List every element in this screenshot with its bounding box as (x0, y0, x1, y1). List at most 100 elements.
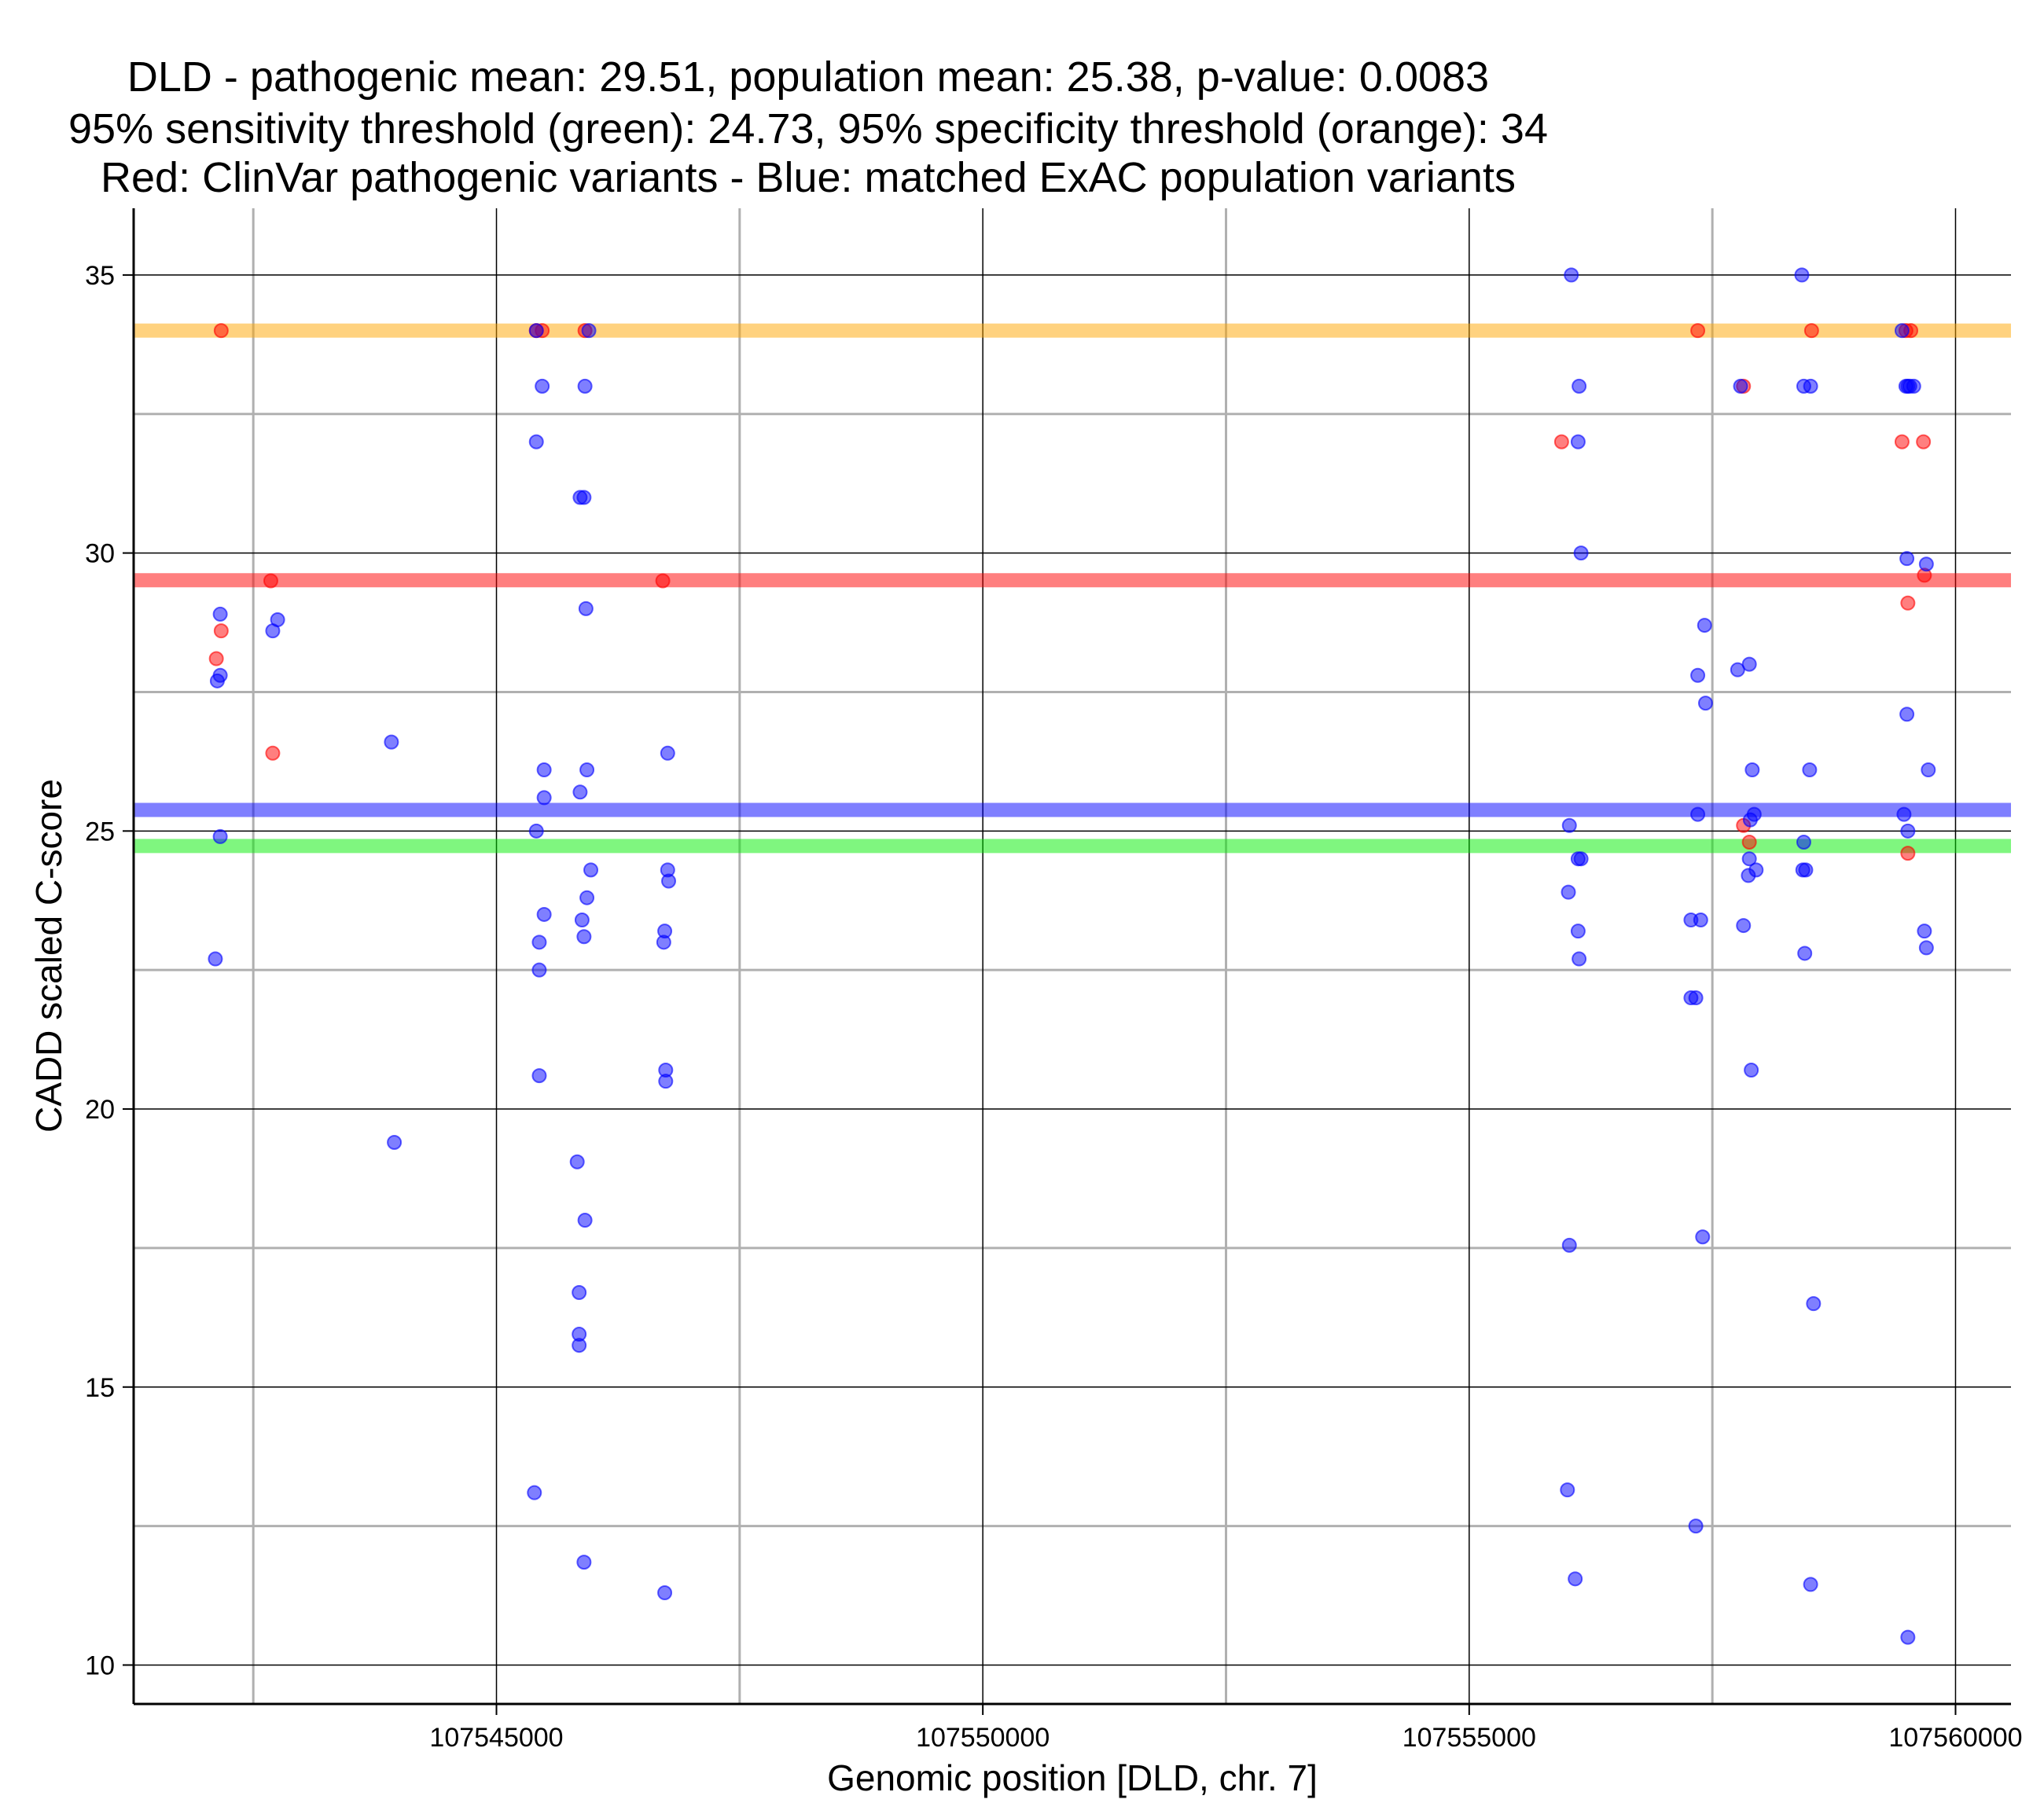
scatter-point (1736, 918, 1752, 934)
y-tick-label: 10 (85, 1651, 115, 1680)
scatter-point (579, 762, 595, 778)
scatter-point (1564, 267, 1579, 283)
scatter-point (536, 906, 552, 922)
scatter-point (1916, 434, 1932, 450)
scatter-point (1733, 378, 1748, 394)
scatter-point (536, 762, 552, 778)
scatter-point (1697, 618, 1712, 633)
scatter-point (1697, 696, 1713, 711)
x-tick-label: 107550000 (916, 1723, 1050, 1753)
scatter-point (579, 890, 595, 905)
scatter-point (1561, 1237, 1577, 1253)
scatter-point (1748, 862, 1764, 878)
scatter-point (1803, 378, 1818, 394)
scatter-point (1803, 1577, 1818, 1592)
scatter-point (658, 1074, 674, 1089)
scatter-point (656, 935, 671, 950)
scatter-point (1744, 1063, 1759, 1078)
scatter-point (577, 378, 593, 394)
scatter-point (1553, 434, 1569, 450)
x-tick-label: 107555000 (1402, 1723, 1536, 1753)
scatter-point (531, 962, 547, 978)
scatter-point (657, 1585, 673, 1601)
y-tick-label: 30 (85, 539, 115, 569)
scatter-point (263, 573, 278, 589)
minor-gridlines (134, 208, 2011, 1704)
scatter-point (1900, 846, 1916, 861)
scatter-point (528, 323, 544, 339)
scatter-point (1803, 323, 1819, 339)
scatter-point (384, 734, 399, 750)
scatter-point (1900, 1629, 1916, 1645)
scatter-point (1741, 834, 1757, 850)
scatter-point (212, 828, 228, 844)
scatter-point (576, 1555, 592, 1570)
scatter-point (536, 790, 552, 806)
chart-title-line-1: DLD - pathogenic mean: 29.51, population… (127, 53, 1489, 101)
scatter-point (577, 1213, 593, 1228)
scatter-point (1899, 707, 1915, 722)
scatter-point (574, 913, 590, 928)
scatter-point (531, 935, 547, 950)
scatter-point (1798, 862, 1814, 878)
scatter-point (1561, 817, 1577, 833)
x-axis-title: Genomic position [DLD, chr. 7] (827, 1757, 1318, 1798)
scatter-point (1570, 924, 1586, 939)
scatter-point (265, 623, 281, 639)
scatter-point (213, 323, 229, 339)
scatter-point (1797, 946, 1813, 961)
scatter-point (1742, 812, 1758, 828)
x-tick-label: 107545000 (429, 1723, 563, 1753)
y-tick-label: 25 (85, 817, 115, 846)
scatter-point (1693, 913, 1708, 928)
scatter-point (1572, 951, 1587, 967)
scatter-point (535, 378, 550, 394)
scatter-point (661, 873, 677, 889)
y-tick-label: 15 (85, 1373, 115, 1403)
scatter-point (387, 1134, 403, 1150)
scatter-point (1573, 851, 1589, 867)
x-tick-label: 107560000 (1888, 1723, 2022, 1753)
scatter-point (1921, 762, 1936, 778)
scatter-point (1802, 762, 1818, 778)
data-points (208, 267, 1936, 1645)
scatter-point (213, 623, 229, 639)
scatter-point (528, 823, 544, 839)
scatter-point (265, 745, 281, 761)
scatter-point (572, 784, 588, 800)
scatter-point (1690, 323, 1706, 339)
scatter-point (1794, 267, 1810, 283)
scatter-point (569, 1154, 585, 1170)
scatter-point (1744, 762, 1760, 778)
scatter-point (581, 323, 597, 339)
scatter-point (1570, 434, 1586, 450)
scatter-point (1918, 556, 1934, 572)
scatter-point (1561, 884, 1576, 900)
y-tick-label: 20 (85, 1095, 115, 1125)
scatter-point (1896, 806, 1912, 822)
scatter-point (1695, 1229, 1711, 1245)
scatter-point (1688, 990, 1704, 1006)
scatter-point (1899, 551, 1915, 567)
scatter-point (576, 929, 592, 945)
scatter-point (1560, 1482, 1575, 1498)
scatter-point (1894, 434, 1910, 450)
chart-title-line-3: Red: ClinVar pathogenic variants - Blue:… (101, 154, 1516, 201)
scatter-point (1730, 662, 1745, 677)
scatter-point (1741, 656, 1757, 672)
scatter-point (583, 862, 599, 878)
scatter-point (1690, 806, 1706, 822)
scatter-point (1900, 823, 1916, 839)
scatter-point (1573, 545, 1589, 561)
scatter-point (1568, 1571, 1583, 1587)
scatter-point (531, 1068, 547, 1084)
scatter-point (1741, 851, 1757, 867)
chart-title-line-2: 95% sensitivity threshold (green): 24.73… (68, 105, 1548, 152)
scatter-point (578, 600, 594, 616)
scatter-point (1917, 924, 1932, 939)
scatter-point (1572, 378, 1587, 394)
scatter-point (528, 434, 544, 450)
y-tick-label: 35 (85, 261, 115, 291)
scatter-point (1690, 667, 1706, 683)
